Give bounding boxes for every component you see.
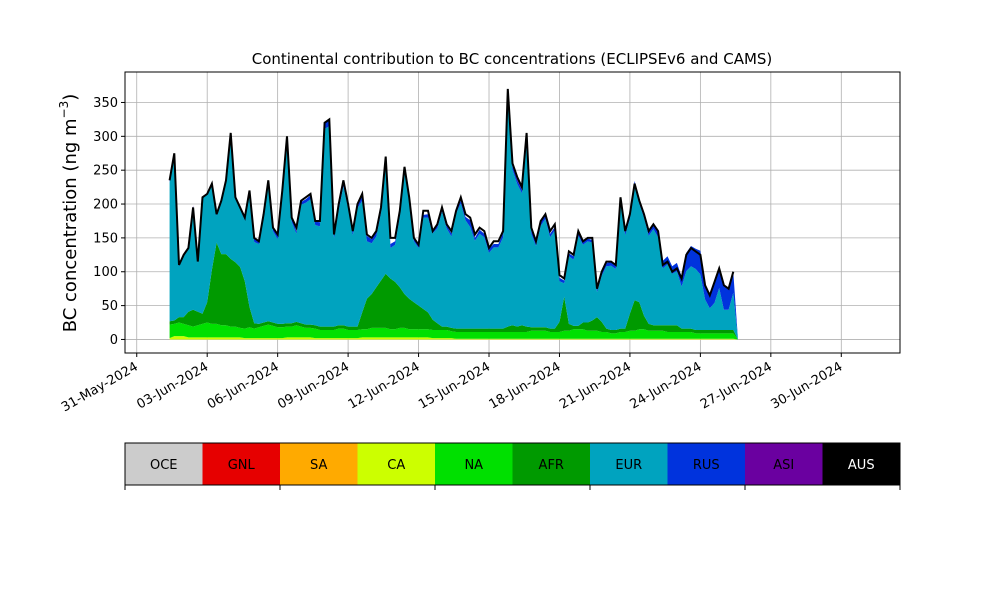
y-tick-label-0: 0 (110, 333, 118, 348)
legend-swatch-ca (357, 443, 435, 485)
legend-swatch-gnl (202, 443, 280, 485)
legend-swatch-rus (667, 443, 745, 485)
legend-swatch-asi (745, 443, 823, 485)
legend-label-eur: EUR (615, 458, 642, 473)
y-tick-label-7: 350 (93, 96, 118, 111)
y-axis-label-close: ) (60, 94, 81, 101)
y-tick-label-6: 300 (93, 130, 118, 145)
legend-label-gnl: GNL (228, 458, 256, 473)
legend-swatch-aus (822, 443, 900, 485)
chart-title: Continental contribution to BC concentra… (252, 50, 773, 68)
legend-label-na: NA (464, 458, 483, 473)
y-tick-label-1: 50 (101, 299, 118, 314)
legend-swatch-sa (280, 443, 358, 485)
legend-swatch-na (435, 443, 513, 485)
legend-label-ca: CA (387, 458, 405, 473)
legend-swatch-eur (590, 443, 668, 485)
area-ca (169, 336, 870, 340)
legend-label-aus: AUS (848, 458, 875, 473)
y-axis-label: BC concentration (ng m−3) (57, 94, 81, 333)
legend-label-afr: AFR (539, 458, 564, 473)
legend-label-rus: RUS (693, 458, 720, 473)
y-axis-label-main: BC concentration (ng m (60, 118, 81, 332)
area-eur (169, 96, 870, 340)
legend-frame (124, 442, 901, 486)
legend-swatch-oce (125, 443, 203, 485)
y-axis-label-exponent: −3 (57, 101, 71, 119)
legend-label-oce: OCE (150, 458, 178, 473)
legend-swatch-afr (512, 443, 590, 485)
y-tick-label-2: 100 (93, 265, 118, 280)
area-na (169, 322, 870, 340)
y-tick-label-4: 200 (93, 198, 118, 213)
y-tick-label-5: 250 (93, 164, 118, 179)
y-tick-label-3: 150 (93, 231, 118, 246)
legend-label-sa: SA (310, 458, 327, 473)
total-line (168, 88, 735, 299)
plot-frame (124, 71, 901, 354)
legend-label-asi: ASI (773, 458, 794, 473)
legend: OCE GNL SA CA NA AFR EUR RUS ASI AUS (124, 442, 901, 490)
